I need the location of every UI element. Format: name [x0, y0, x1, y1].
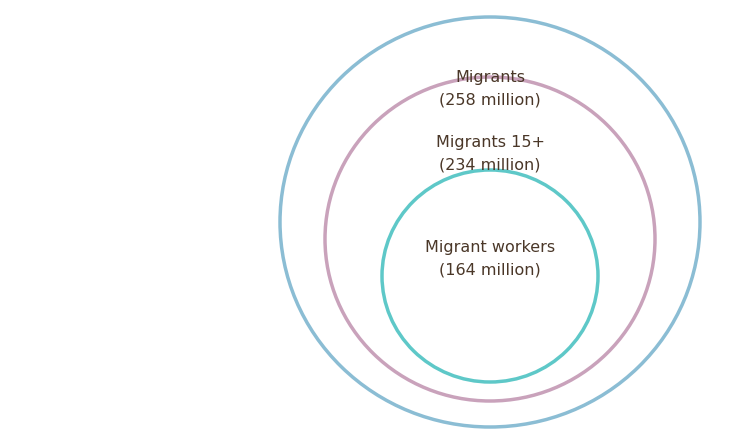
Text: Migrant workers
(164 million): Migrant workers (164 million) — [425, 240, 555, 278]
Text: Migrants
(258 million): Migrants (258 million) — [439, 71, 541, 107]
Text: Migrants 15+
(234 million): Migrants 15+ (234 million) — [436, 135, 545, 173]
